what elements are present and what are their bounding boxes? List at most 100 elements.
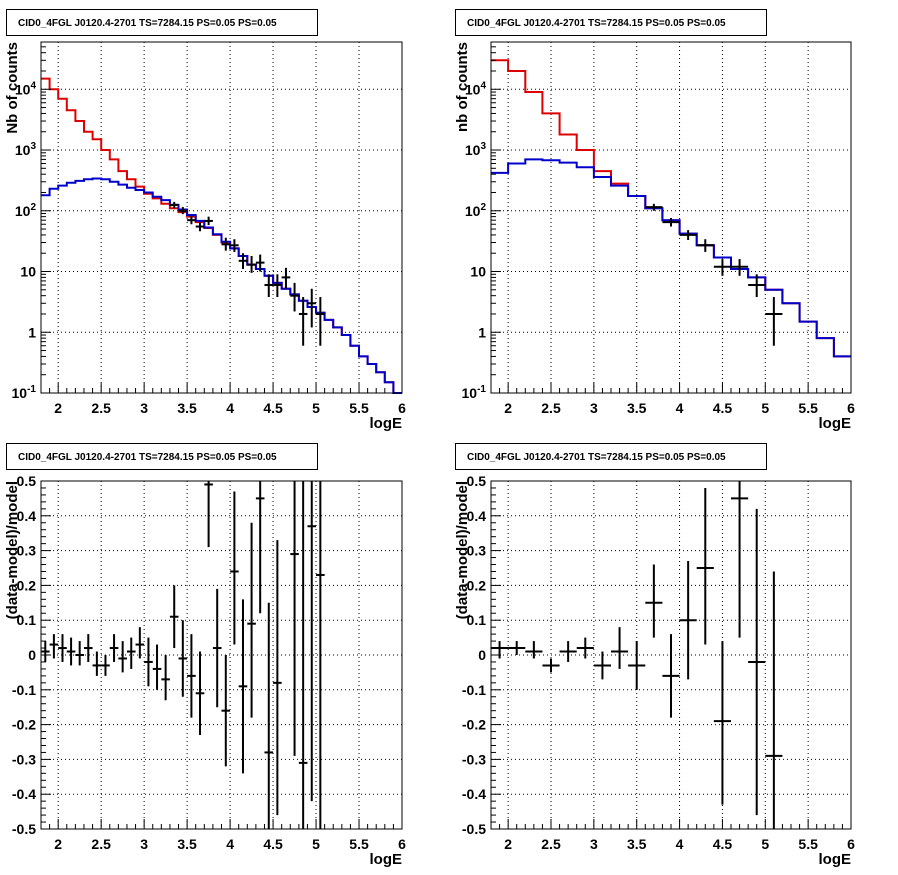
x-tick-label: 6 [847,836,855,852]
data-point [307,288,317,328]
data-point [559,641,577,662]
chart-title: CID0_4FGL J0120.4-2701 TS=7284.15 PS=0.0… [18,18,277,29]
data-point [628,641,646,690]
x-tick-label: 3.5 [627,836,647,852]
data-point [611,627,629,669]
data-point [316,481,325,829]
x-tick-label: 2.5 [541,400,561,416]
x-axis-title: logE [370,851,403,868]
data-point [187,634,196,718]
y-tick-label: 104 [15,80,37,97]
x-tick-label: 2 [54,400,62,416]
y-tick-label: -0.4 [12,786,36,802]
title-box [455,9,767,36]
data-point [75,641,84,666]
data-point [58,634,67,662]
y-tick-label: 10-1 [12,384,37,401]
y-tick-label: 10 [20,264,36,280]
y-tick-label: 0.5 [467,473,487,489]
data-point [662,218,680,227]
data-point [101,655,110,676]
data-point [83,634,93,662]
data-point [230,491,239,645]
x-tick-label: 5 [312,836,320,852]
data-point [576,637,594,659]
y-tick-label: 104 [465,80,487,97]
y-tick-label: 0.5 [17,473,37,489]
y-tick-label: -0.1 [462,682,486,698]
x-tick-label: 3 [590,400,598,416]
data-point [255,254,265,272]
y-tick-label: -0.5 [12,821,36,837]
data-point [273,540,282,816]
y-tick-label: 102 [15,202,37,219]
x-tick-label: 3.5 [177,400,197,416]
series-line-source-model [491,158,851,358]
y-tick-label: 0.3 [17,543,37,559]
data-point [264,274,274,298]
y-axis-title: (data-model)/model [454,481,471,619]
data-point [204,216,213,226]
data-point [491,641,509,659]
y-tick-label: 0 [28,647,36,663]
y-tick-label: 1 [478,324,486,340]
data-point [66,637,76,666]
x-tick-label: 4 [676,400,684,416]
data-point [247,522,256,718]
x-tick-label: 5.5 [349,836,369,852]
data-point [41,641,50,662]
panel-residuals-left: CID0_4FGL J0120.4-2701 TS=7284.15 PS=0.0… [4,443,406,868]
data-point [264,602,274,829]
data-point [126,637,136,669]
data-point [169,201,179,209]
data-point [508,641,526,655]
x-tick-label: 2.5 [91,836,111,852]
x-axis-title: logE [819,851,852,868]
data-point [195,651,205,736]
data-point [92,651,102,676]
data-point [696,487,714,645]
x-tick-label: 4.5 [263,400,283,416]
data-point [195,222,205,232]
data-point [290,481,299,756]
title-box [455,443,767,470]
data-point [49,634,59,659]
x-tick-label: 2 [54,836,62,852]
data-point [281,267,291,289]
x-tick-label: 3 [140,400,148,416]
y-tick-label: 102 [465,202,487,219]
y-tick-label: -0.1 [12,682,36,698]
chart-title: CID0_4FGL J0120.4-2701 TS=7284.15 PS=0.0… [467,452,726,463]
x-tick-label: 4 [226,400,234,416]
data-point [144,637,153,687]
y-axis-title: (data-model)/model [4,481,21,619]
data-point [696,239,714,252]
data-point [204,481,213,548]
x-tick-label: 6 [398,836,406,852]
y-tick-label: 0 [478,647,486,663]
data-point [221,655,231,767]
data-point [713,641,731,805]
data-point [178,620,188,697]
y-tick-label: 0.3 [467,543,487,559]
x-tick-label: 3 [140,836,148,852]
data-point [645,203,663,211]
data-point [152,644,162,690]
x-tick-label: 2 [504,400,512,416]
data-point [238,253,248,269]
data-point [542,658,560,673]
y-tick-label: 10 [470,264,486,280]
y-tick-label: 0.4 [467,508,487,524]
y-tick-label: 0.2 [467,577,487,593]
y-axis-title: nb of counts [454,42,471,132]
series-line-source-model [41,177,402,394]
x-tick-label: 5 [312,400,320,416]
y-tick-label: 103 [15,141,37,158]
data-point [679,230,697,241]
x-tick-label: 4 [676,836,684,852]
data-point [307,481,317,802]
data-point [187,215,196,225]
y-tick-label: 0.4 [17,508,37,524]
x-tick-label: 2.5 [91,400,111,416]
